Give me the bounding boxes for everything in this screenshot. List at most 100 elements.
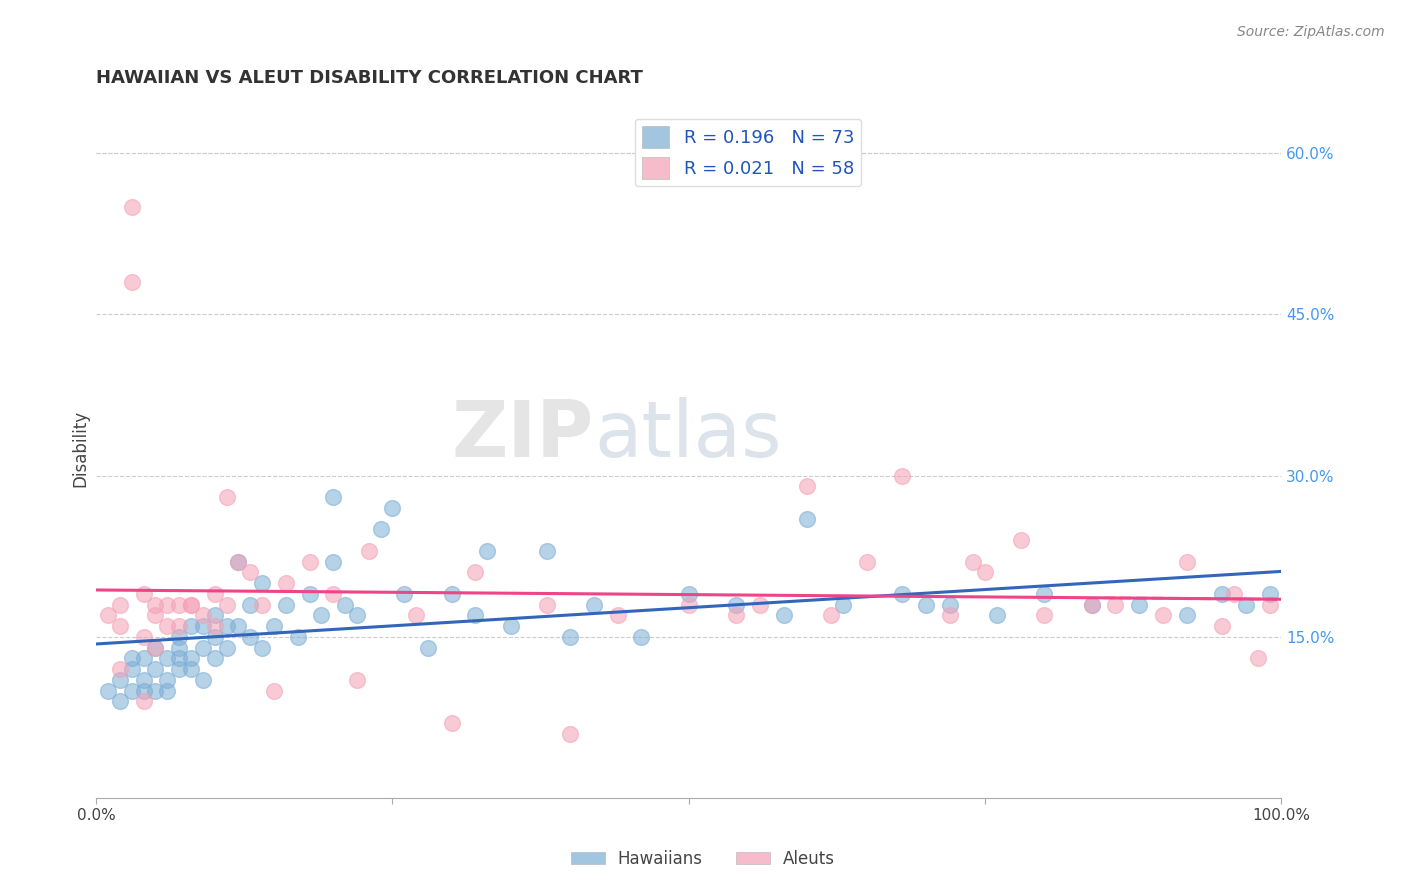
Point (108, 598, 131, 612)
Point (1258, 587, 1281, 601)
Point (1081, 598, 1104, 612)
Point (831, 598, 853, 612)
Point (167, 619, 190, 633)
Point (167, 640, 190, 655)
Point (180, 662, 202, 676)
Point (156, 598, 179, 612)
Text: atlas: atlas (593, 397, 782, 473)
Point (772, 608, 794, 623)
Point (748, 598, 770, 612)
Point (311, 608, 333, 623)
Point (678, 587, 700, 601)
Point (156, 673, 179, 687)
Point (121, 683, 143, 698)
Point (121, 275, 143, 289)
Point (1128, 598, 1150, 612)
Point (725, 598, 748, 612)
Point (346, 608, 368, 623)
Point (986, 608, 1008, 623)
Point (464, 608, 486, 623)
Point (204, 651, 226, 665)
Point (204, 608, 226, 623)
Point (1175, 555, 1198, 569)
Point (250, 598, 273, 612)
Point (191, 619, 214, 633)
Point (145, 683, 167, 698)
Text: HAWAIIAN VS ALEUT DISABILITY CORRELATION CHART: HAWAIIAN VS ALEUT DISABILITY CORRELATION… (96, 69, 643, 87)
Point (108, 662, 131, 676)
Point (938, 598, 960, 612)
Point (108, 694, 131, 708)
Point (156, 651, 179, 665)
Point (1223, 587, 1246, 601)
Point (156, 619, 179, 633)
Point (891, 587, 914, 601)
Point (145, 608, 167, 623)
Point (108, 619, 131, 633)
Point (974, 566, 997, 580)
Point (132, 651, 155, 665)
Point (1081, 598, 1104, 612)
Point (132, 694, 155, 708)
Point (180, 598, 202, 612)
Point (167, 598, 190, 612)
Point (97, 683, 120, 698)
Point (381, 500, 404, 515)
Point (250, 576, 273, 591)
Point (1104, 598, 1126, 612)
Point (346, 673, 368, 687)
Point (1258, 598, 1281, 612)
Point (97, 608, 120, 623)
Point (191, 608, 214, 623)
Point (167, 662, 190, 676)
Point (322, 587, 344, 601)
Point (322, 490, 344, 504)
Point (204, 630, 226, 644)
Point (180, 651, 202, 665)
Point (1033, 587, 1056, 601)
Point (132, 630, 155, 644)
Point (298, 587, 321, 601)
Point (1033, 608, 1056, 623)
Text: ZIP: ZIP (451, 397, 593, 473)
Point (191, 640, 214, 655)
Point (215, 490, 238, 504)
Legend: Hawaiians, Aleuts: Hawaiians, Aleuts (564, 844, 842, 875)
Point (322, 555, 344, 569)
Point (394, 587, 416, 601)
Point (145, 640, 167, 655)
Point (132, 587, 155, 601)
Point (239, 566, 262, 580)
Point (145, 662, 167, 676)
Point (333, 598, 356, 612)
Point (370, 522, 392, 536)
Y-axis label: Disability: Disability (72, 410, 89, 487)
Point (228, 555, 250, 569)
Point (416, 640, 439, 655)
Point (228, 619, 250, 633)
Point (914, 598, 936, 612)
Point (606, 608, 628, 623)
Point (464, 566, 486, 580)
Point (204, 587, 226, 601)
Point (796, 511, 818, 525)
Point (239, 630, 262, 644)
Point (180, 598, 202, 612)
Point (204, 619, 226, 633)
Point (725, 608, 748, 623)
Text: Source: ZipAtlas.com: Source: ZipAtlas.com (1237, 25, 1385, 39)
Point (298, 555, 321, 569)
Point (1211, 619, 1233, 633)
Point (228, 555, 250, 569)
Point (477, 543, 499, 558)
Point (560, 726, 582, 740)
Point (167, 630, 190, 644)
Point (536, 598, 558, 612)
Point (357, 543, 380, 558)
Point (630, 630, 652, 644)
Point (938, 608, 960, 623)
Point (191, 673, 214, 687)
Point (145, 598, 167, 612)
Point (440, 715, 463, 730)
Legend: R = 0.196   N = 73, R = 0.021   N = 58: R = 0.196 N = 73, R = 0.021 N = 58 (636, 119, 862, 186)
